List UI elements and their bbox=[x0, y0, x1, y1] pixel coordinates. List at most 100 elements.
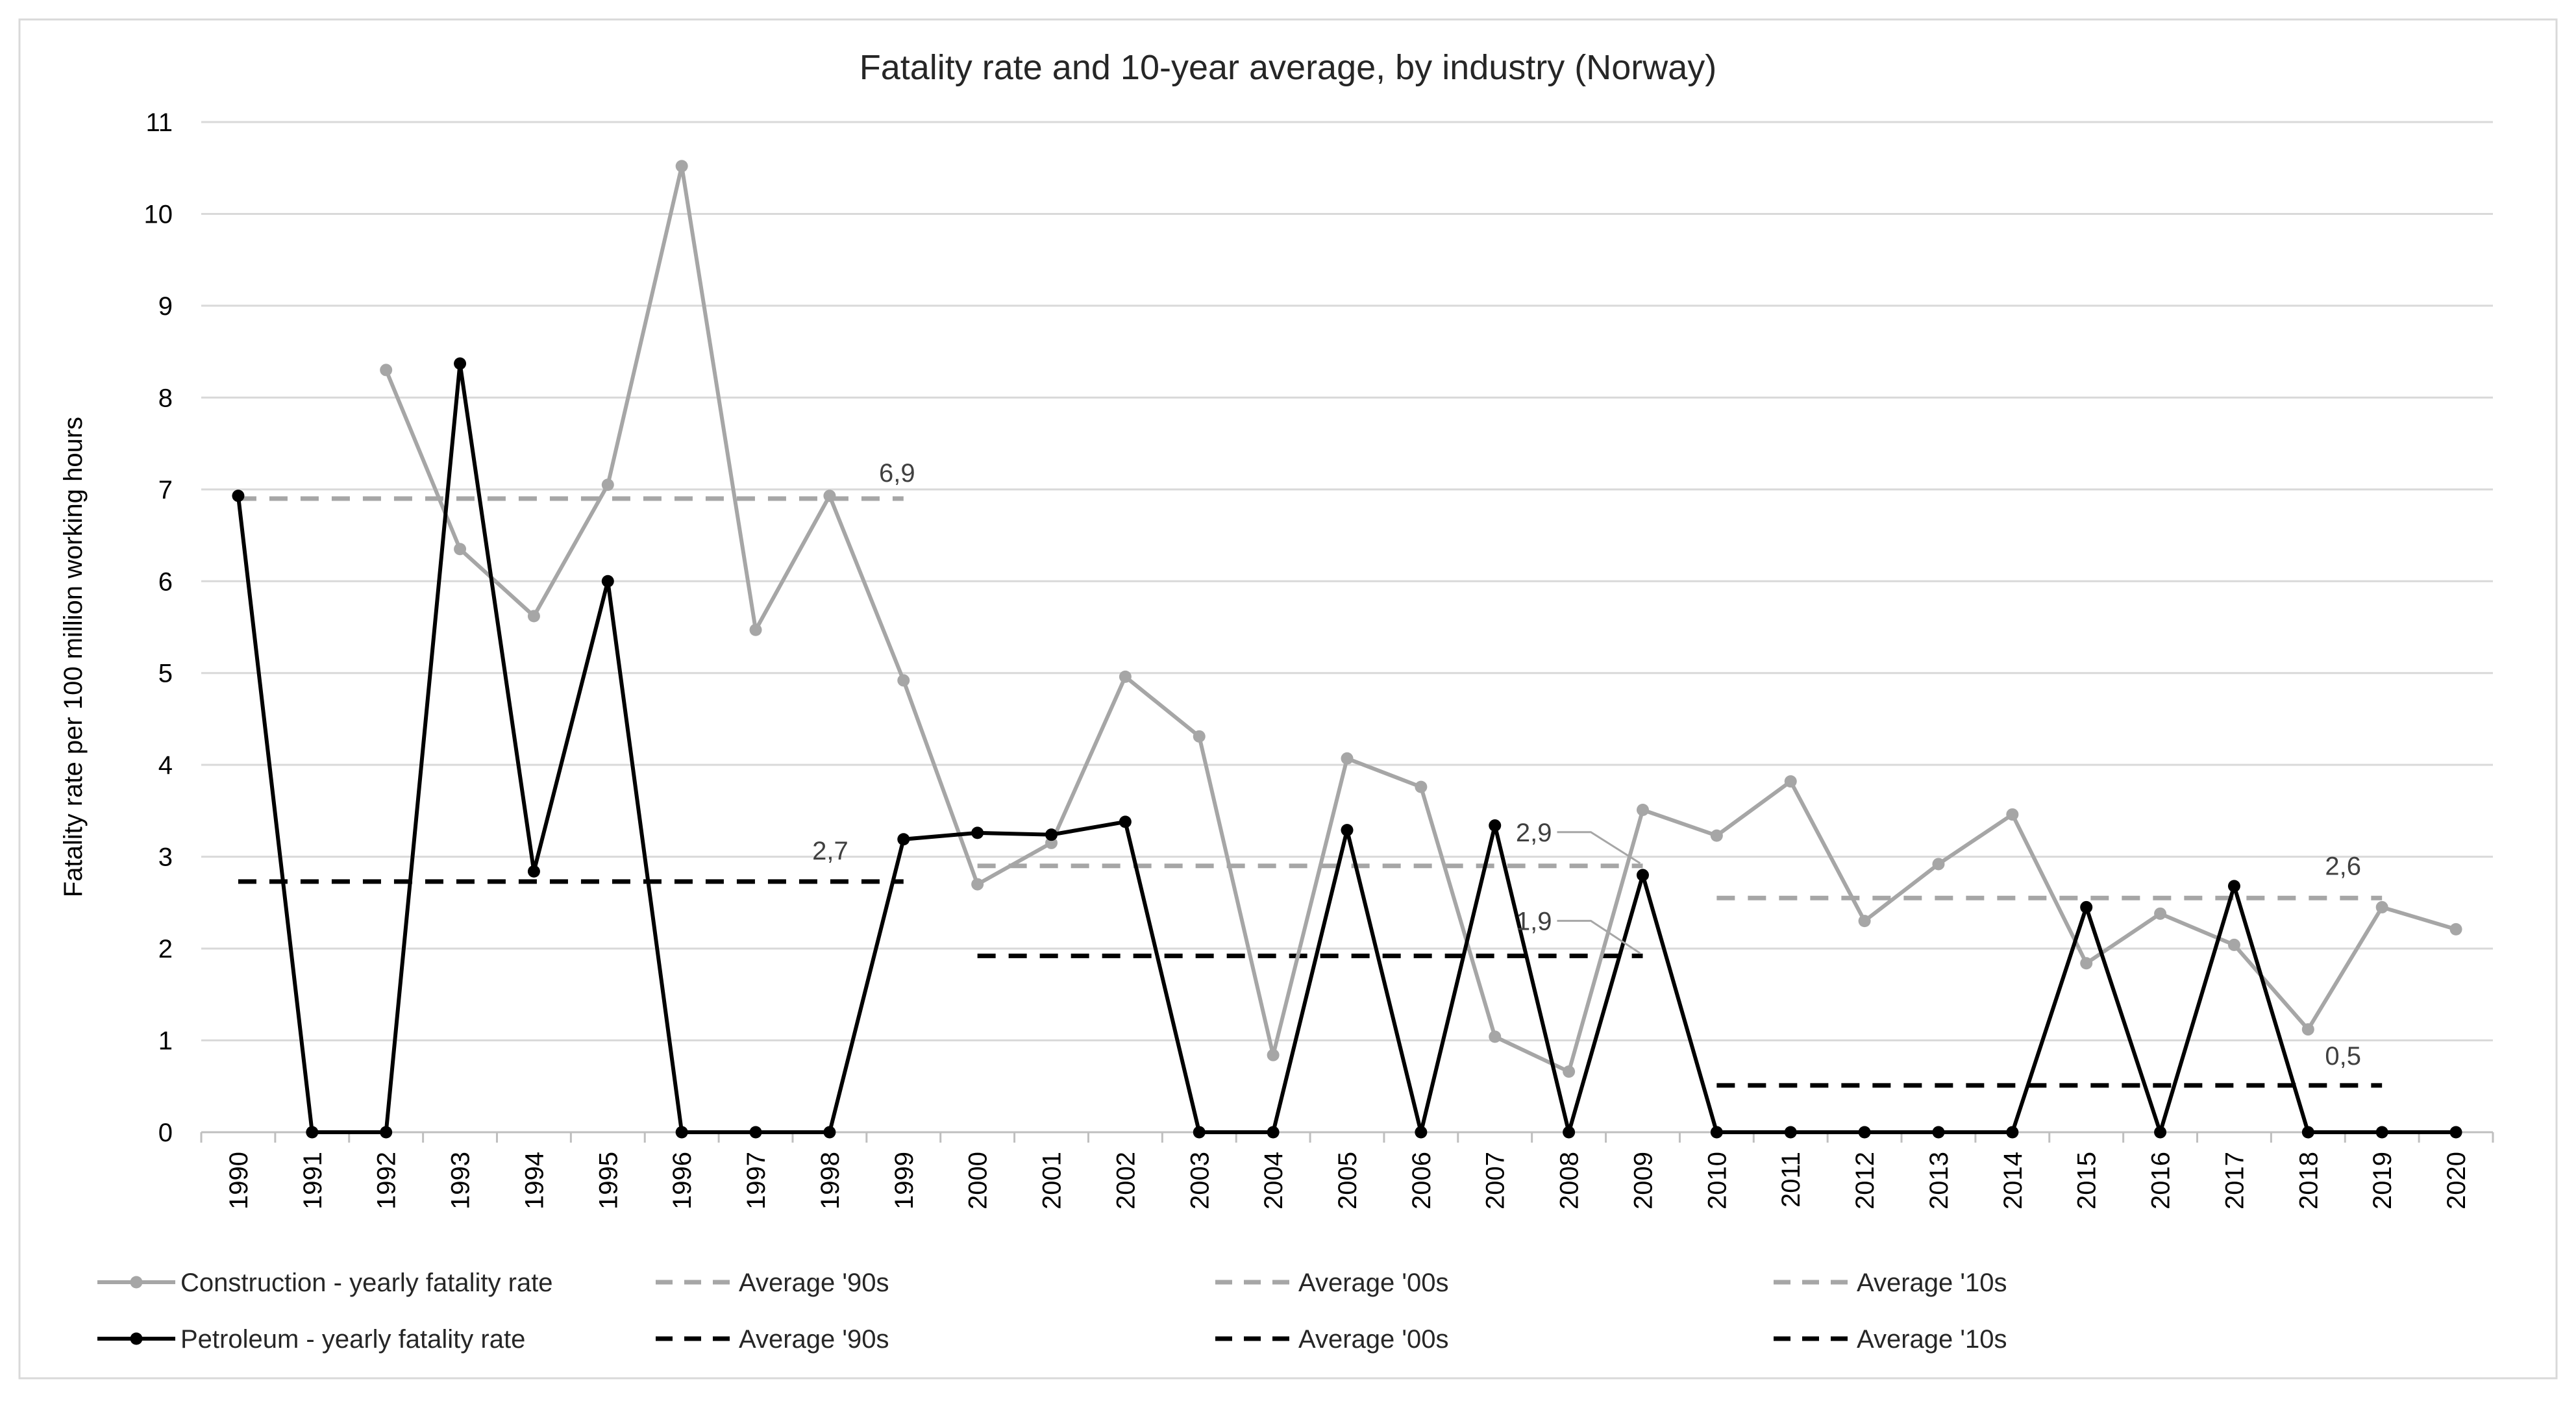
x-tick-label: 2012 bbox=[1851, 1152, 1879, 1209]
legend-label: Construction - yearly fatality rate bbox=[180, 1269, 553, 1297]
x-tick-label: 2020 bbox=[2442, 1152, 2471, 1209]
x-tick-label: 2001 bbox=[1038, 1152, 1067, 1209]
construction-point bbox=[1341, 752, 1354, 765]
x-tick-label: 2014 bbox=[1999, 1152, 2027, 1209]
construction-point bbox=[1710, 829, 1723, 842]
y-tick-label: 4 bbox=[158, 751, 173, 780]
petroleum-point bbox=[1415, 1126, 1428, 1139]
construction-point bbox=[823, 490, 836, 502]
petroleum-point bbox=[2449, 1126, 2462, 1139]
y-tick-label: 0 bbox=[158, 1119, 173, 1147]
x-tick-label: 2018 bbox=[2294, 1152, 2323, 1209]
petroleum-point bbox=[823, 1126, 836, 1139]
petroleum-point bbox=[1710, 1126, 1723, 1139]
y-tick-labels: 0 1 2 3 4 5 6 7 8 9 10 11 bbox=[144, 108, 173, 1147]
y-tick-label: 9 bbox=[158, 292, 173, 321]
x-tick-label: 2007 bbox=[1481, 1152, 1510, 1209]
x-tick-label: 1998 bbox=[816, 1152, 845, 1209]
x-tick-label: 2002 bbox=[1111, 1152, 1140, 1209]
petroleum-point bbox=[749, 1126, 762, 1139]
x-tick-label: 2015 bbox=[2073, 1152, 2101, 1209]
x-tick-label: 2011 bbox=[1777, 1152, 1805, 1208]
construction-point bbox=[1267, 1048, 1280, 1061]
average-label-leader bbox=[1557, 831, 1641, 865]
x-tick-label: 2016 bbox=[2147, 1152, 2175, 1209]
petroleum-point bbox=[232, 490, 245, 502]
average-data-labels: 6,9 2,9 2,6 2,7 1,9 0,5 bbox=[812, 459, 2361, 1071]
construction-point bbox=[1563, 1065, 1576, 1078]
x-tick-label: 1990 bbox=[225, 1152, 253, 1209]
petroleum-point bbox=[1119, 815, 1132, 828]
petroleum-point bbox=[2006, 1126, 2019, 1139]
x-tick-label: 2009 bbox=[1629, 1152, 1657, 1209]
legend-label: Average '90s bbox=[739, 1269, 889, 1297]
petroleum-point bbox=[1932, 1126, 1945, 1139]
petroleum-point bbox=[527, 865, 540, 878]
petroleum-point bbox=[1858, 1126, 1871, 1139]
construction-point bbox=[380, 364, 393, 377]
x-tick-label: 2008 bbox=[1555, 1152, 1584, 1209]
petroleum-point bbox=[675, 1126, 688, 1139]
chart-title: Fatality rate and 10-year average, by in… bbox=[860, 48, 1717, 87]
x-tick-label: 2006 bbox=[1407, 1152, 1436, 1209]
construction-point bbox=[1193, 730, 1206, 743]
construction-point bbox=[1636, 803, 1649, 816]
x-tick-label: 1999 bbox=[890, 1152, 919, 1209]
x-tick-label: 2013 bbox=[1925, 1152, 1953, 1209]
y-tick-label: 8 bbox=[158, 384, 173, 412]
construction-point bbox=[1858, 915, 1871, 928]
petroleum-point bbox=[1193, 1126, 1206, 1139]
legend-swatch-marker bbox=[130, 1276, 143, 1289]
data-markers bbox=[232, 160, 2462, 1139]
construction-point bbox=[971, 878, 984, 891]
x-tick-label: 2004 bbox=[1259, 1152, 1288, 1209]
construction-point bbox=[1119, 670, 1132, 683]
petroleum-point bbox=[897, 833, 910, 846]
construction-point bbox=[2080, 957, 2093, 970]
x-tick-label: 2003 bbox=[1185, 1152, 1214, 1209]
legend-label: Average '10s bbox=[1857, 1325, 2007, 1354]
y-tick-label: 2 bbox=[158, 935, 173, 963]
chart-border bbox=[18, 18, 2558, 1380]
construction-point bbox=[2449, 923, 2462, 936]
y-axis-label: Fatality rate per 100 million working ho… bbox=[59, 417, 88, 897]
x-tick-label: 2017 bbox=[2220, 1152, 2249, 1209]
average-label-leader bbox=[1557, 919, 1641, 954]
petroleum-point bbox=[2375, 1126, 2388, 1139]
average-label: 0,5 bbox=[2325, 1042, 2361, 1071]
construction-point bbox=[675, 160, 688, 173]
x-tick-label: 1997 bbox=[742, 1152, 771, 1209]
average-label: 2,6 bbox=[2325, 852, 2361, 880]
construction-point bbox=[454, 543, 467, 556]
construction-point bbox=[2375, 900, 2388, 913]
construction-point bbox=[2227, 938, 2240, 951]
construction-point bbox=[601, 478, 614, 491]
y-tick-label: 11 bbox=[145, 108, 173, 137]
petroleum-point bbox=[454, 357, 467, 370]
petroleum-point bbox=[1341, 824, 1354, 837]
x-tick-label: 1996 bbox=[668, 1152, 697, 1209]
y-tick-label: 5 bbox=[158, 660, 173, 688]
average-label: 2,7 bbox=[812, 837, 848, 865]
x-tick-label: 1992 bbox=[373, 1152, 401, 1209]
y-tick-label: 7 bbox=[158, 476, 173, 504]
x-tick-label: 2010 bbox=[1703, 1152, 1731, 1209]
petroleum-point bbox=[380, 1126, 393, 1139]
gridlines bbox=[201, 121, 2493, 1134]
petroleum-point bbox=[2227, 880, 2240, 893]
construction-point bbox=[1784, 775, 1797, 788]
petroleum-point bbox=[2301, 1126, 2314, 1139]
petroleum-point bbox=[1563, 1126, 1576, 1139]
construction-point bbox=[2154, 907, 2167, 920]
construction-point bbox=[527, 610, 540, 623]
average-label: 2,9 bbox=[1516, 819, 1552, 847]
x-tick-label: 1995 bbox=[594, 1152, 623, 1209]
legend-swatch-marker bbox=[130, 1332, 143, 1345]
construction-point bbox=[897, 674, 910, 687]
x-tick-labels: 1990 1991 1992 1993 1994 1995 1996 1997 1998 1999… bbox=[200, 1132, 2494, 1209]
legend-label: Average '00s bbox=[1298, 1325, 1449, 1354]
average-label: 6,9 bbox=[879, 459, 915, 488]
x-tick-label: 2005 bbox=[1333, 1152, 1362, 1209]
petroleum-point bbox=[1784, 1126, 1797, 1139]
